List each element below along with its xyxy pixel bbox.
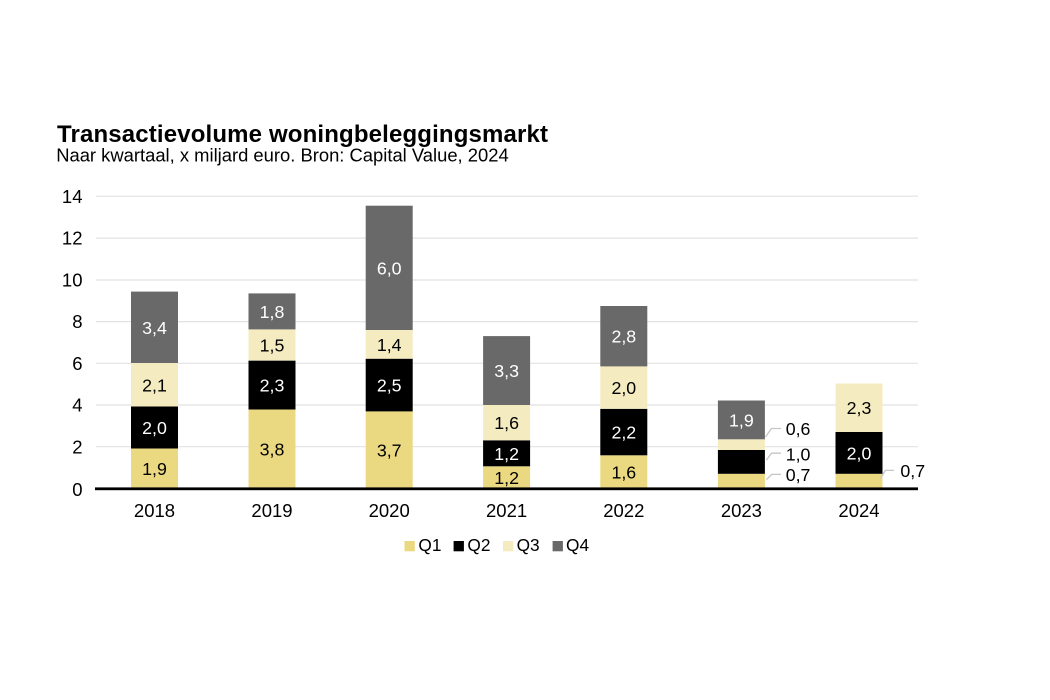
svg-text:2,3: 2,3 (260, 376, 285, 396)
svg-text:2,0: 2,0 (847, 443, 872, 463)
svg-text:2,8: 2,8 (611, 327, 636, 347)
svg-text:2: 2 (72, 436, 82, 457)
svg-text:1,6: 1,6 (611, 462, 636, 482)
svg-text:Q4: Q4 (566, 535, 589, 555)
svg-text:8: 8 (72, 311, 82, 332)
svg-text:6,0: 6,0 (377, 258, 402, 278)
svg-text:2,2: 2,2 (611, 423, 636, 443)
svg-text:3,8: 3,8 (260, 439, 285, 459)
svg-text:2018: 2018 (134, 500, 175, 521)
svg-text:2,0: 2,0 (142, 418, 167, 438)
svg-text:Q1: Q1 (418, 535, 441, 555)
svg-text:14: 14 (62, 186, 83, 207)
svg-text:2020: 2020 (369, 500, 410, 521)
svg-text:3,3: 3,3 (494, 361, 519, 381)
svg-text:0: 0 (72, 479, 82, 500)
svg-text:0,7: 0,7 (786, 465, 811, 485)
svg-text:0,6: 0,6 (786, 419, 811, 439)
svg-text:0,7: 0,7 (900, 461, 925, 481)
svg-text:3,7: 3,7 (377, 440, 402, 460)
svg-text:1,9: 1,9 (729, 410, 754, 430)
svg-text:2023: 2023 (721, 500, 762, 521)
svg-text:2019: 2019 (251, 500, 292, 521)
svg-text:2024: 2024 (838, 500, 879, 521)
svg-text:1,2: 1,2 (494, 444, 519, 464)
svg-text:2022: 2022 (603, 500, 644, 521)
svg-text:1,2: 1,2 (494, 468, 519, 488)
svg-text:2,5: 2,5 (377, 376, 402, 396)
svg-text:Q2: Q2 (467, 535, 490, 555)
svg-text:Q3: Q3 (517, 535, 540, 555)
svg-text:3,4: 3,4 (142, 318, 167, 338)
svg-text:1,0: 1,0 (786, 444, 811, 464)
svg-text:1,9: 1,9 (142, 459, 167, 479)
svg-text:2,3: 2,3 (847, 398, 872, 418)
svg-text:1,4: 1,4 (377, 335, 402, 355)
svg-text:Transactievolume woningbeleggi: Transactievolume woningbeleggingsmarkt (57, 121, 548, 148)
svg-text:1,5: 1,5 (260, 336, 285, 356)
svg-text:4: 4 (72, 395, 82, 416)
svg-text:1,8: 1,8 (260, 302, 285, 322)
svg-text:12: 12 (62, 228, 83, 249)
svg-text:1,6: 1,6 (494, 413, 519, 433)
svg-text:10: 10 (62, 270, 83, 291)
svg-text:2,1: 2,1 (142, 375, 167, 395)
svg-text:6: 6 (72, 353, 82, 374)
svg-text:2,0: 2,0 (611, 378, 636, 398)
svg-text:2021: 2021 (486, 500, 527, 521)
svg-text:Naar kwartaal, x miljard euro.: Naar kwartaal, x miljard euro. Bron: Cap… (56, 144, 509, 165)
